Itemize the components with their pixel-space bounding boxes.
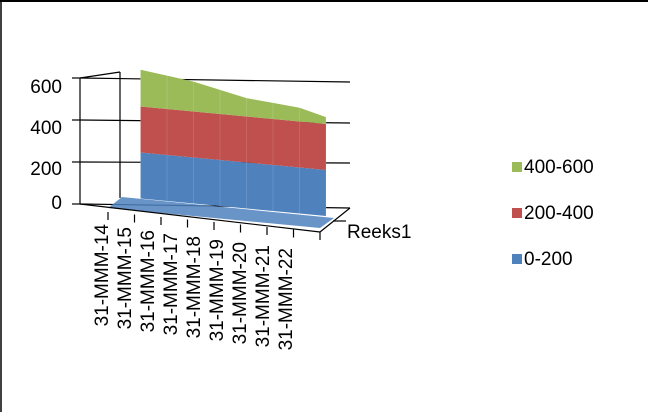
z-tick-label: 0 [51,193,62,214]
x-tick-label: 31-MMM-17 [161,233,182,335]
x-tick-labels: 31-MMM-14 31-MMM-15 31-MMM-16 31-MMM-17 … [92,224,297,351]
legend-swatch-400-600 [512,162,522,172]
top-wall-edge [79,71,121,79]
legend: 400-600 200-400 0-200 [512,157,594,270]
z-tick-label: 200 [30,159,62,180]
surface-plot [108,69,334,228]
x-axis-line [79,203,321,233]
depth-axis-line [319,207,351,233]
x-tick-label: 31-MMM-20 [230,242,251,344]
z-tick-label: 600 [30,77,62,98]
x-tick-label: 31-MMM-18 [184,236,205,338]
chart-axes [72,77,351,240]
z-tick-label: 400 [30,118,62,139]
surface-band-200-400 [140,106,326,170]
legend-label: 0-200 [524,249,573,270]
legend-swatch-200-400 [512,208,522,218]
gridline [79,77,351,83]
x-tick-label: 31-MMM-16 [138,230,159,332]
surface-band-0-200 [140,152,326,216]
legend-label: 200-400 [524,203,594,224]
x-tick-label: 31-MMM-15 [115,227,136,329]
x-tick-label: 31-MMM-22 [276,248,297,350]
depth-series-label: Reeks1 [347,222,411,243]
surface-band-400-600 [140,69,326,124]
legend-label: 400-600 [524,157,594,178]
legend-swatch-0-200 [512,254,522,264]
x-tick-label: 31-MMM-21 [253,245,274,347]
x-tick-label: 31-MMM-19 [207,239,228,341]
surface-floor [108,197,334,228]
x-tick-label: 31-MMM-14 [92,224,113,327]
